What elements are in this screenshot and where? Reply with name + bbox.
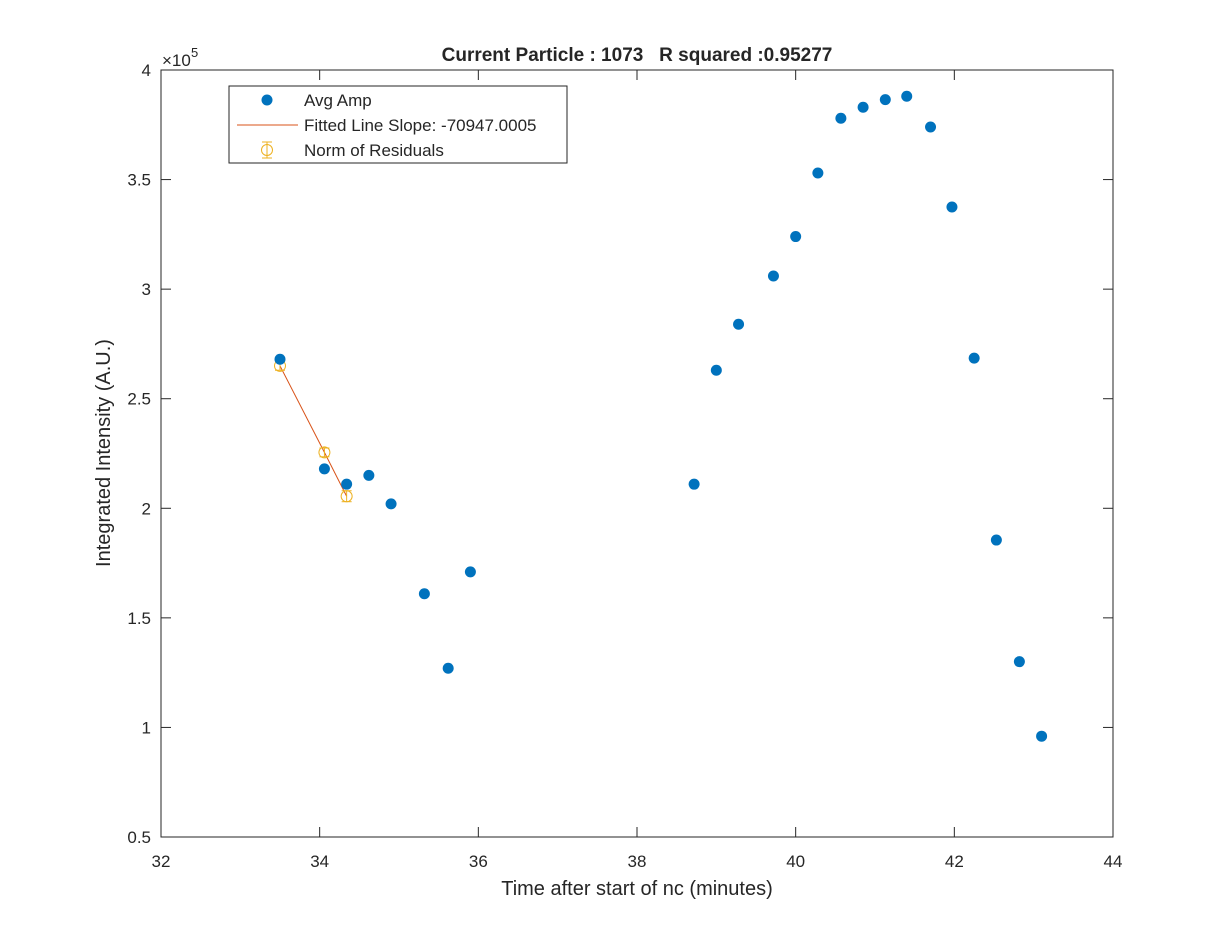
avg-amp-series — [274, 90, 1048, 742]
avg-amp-point — [990, 534, 1002, 546]
avg-amp-point — [790, 231, 802, 243]
x-tick-label: 42 — [945, 852, 964, 871]
avg-amp-point — [274, 353, 286, 365]
legend-item-fitted-line: Fitted Line Slope: -70947.0005 — [237, 116, 537, 135]
legend: Avg Amp Fitted Line Slope: -70947.0005 N… — [228, 85, 568, 164]
plot-area — [160, 69, 1114, 838]
residual-marker — [340, 490, 353, 503]
x-tick-label: 38 — [628, 852, 647, 871]
y-exponent-base: ×10 — [162, 51, 191, 70]
residual-point — [318, 446, 331, 459]
residual-marker — [318, 446, 331, 459]
avg-amp-point — [925, 121, 937, 133]
avg-amp-point — [363, 469, 375, 481]
avg-amp-point — [688, 478, 700, 490]
x-axis: 32 34 36 38 40 42 44 — [152, 70, 1123, 871]
avg-amp-point — [879, 94, 891, 106]
legend-marker-avg-amp — [261, 94, 273, 106]
chart-title: Current Particle : 1073 R squared :0.952… — [442, 45, 833, 66]
avg-amp-point — [968, 352, 980, 364]
residual-point — [340, 490, 353, 503]
avg-amp-point — [385, 498, 397, 510]
legend-label-avg-amp: Avg Amp — [304, 91, 372, 110]
avg-amp-point — [418, 588, 430, 600]
legend-label-fitted-line: Fitted Line Slope: -70947.0005 — [304, 116, 537, 135]
legend-item-residuals: Norm of Residuals — [261, 141, 444, 160]
x-tick-label: 40 — [786, 852, 805, 871]
x-tick-label: 44 — [1104, 852, 1123, 871]
y-tick-label: 4 — [142, 61, 151, 80]
y-axis: 0.5 1 1.5 2 2.5 3 3.5 4 — [127, 61, 1113, 847]
y-tick-label: 0.5 — [127, 828, 151, 847]
avg-amp-point — [857, 101, 869, 113]
y-axis-label: Integrated Intensity (A.U.) — [93, 339, 115, 567]
avg-amp-point — [442, 662, 454, 674]
avg-amp-point — [946, 201, 958, 213]
y-tick-label: 3.5 — [127, 171, 151, 190]
avg-amp-point — [901, 90, 913, 102]
avg-amp-point — [835, 112, 847, 124]
y-tick-label: 3 — [142, 280, 151, 299]
x-tick-label: 32 — [152, 852, 171, 871]
legend-item-avg-amp: Avg Amp — [261, 91, 372, 110]
y-tick-label: 2.5 — [127, 390, 151, 409]
avg-amp-point — [1013, 656, 1025, 668]
avg-amp-point — [318, 463, 330, 475]
avg-amp-point — [710, 364, 722, 376]
y-tick-label: 1.5 — [127, 609, 151, 628]
avg-amp-point — [767, 270, 779, 282]
y-axis-exponent: ×10 5 — [162, 45, 198, 70]
x-axis-label: Time after start of nc (minutes) — [501, 878, 773, 900]
avg-amp-point — [464, 566, 476, 578]
legend-label-residuals: Norm of Residuals — [304, 141, 444, 160]
avg-amp-point — [812, 167, 824, 179]
avg-amp-point — [733, 318, 745, 330]
legend-marker-residuals — [261, 144, 273, 156]
avg-amp-point — [341, 478, 353, 490]
x-tick-label: 34 — [310, 852, 329, 871]
y-exponent-power: 5 — [191, 45, 198, 60]
y-tick-label: 2 — [142, 499, 151, 518]
y-tick-label: 1 — [142, 718, 151, 737]
x-tick-label: 36 — [469, 852, 488, 871]
avg-amp-point — [1036, 730, 1048, 742]
